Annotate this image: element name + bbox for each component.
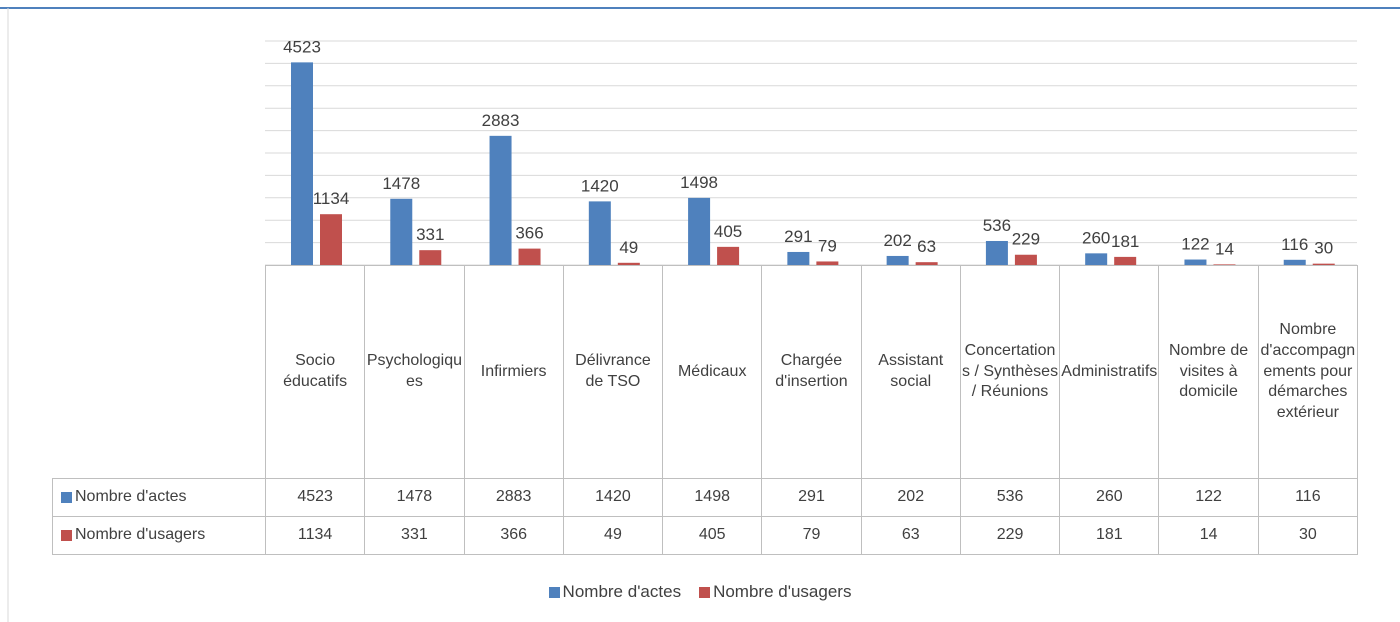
data-label: 366	[515, 224, 543, 243]
category-cell: Socio éducatifs	[265, 265, 366, 479]
data-label: 229	[1012, 230, 1040, 249]
legend-key	[699, 586, 711, 598]
data-label: 49	[619, 238, 638, 257]
bar	[1184, 259, 1207, 265]
table-value: 405	[662, 516, 763, 555]
legend-text: Nombre d'usagers	[713, 582, 852, 601]
bar	[915, 262, 938, 265]
legend-text: Nombre d'actes	[562, 582, 682, 601]
bar	[717, 246, 740, 265]
data-label: 1134	[313, 189, 350, 208]
table-value: 1498	[662, 478, 763, 517]
table-value: 14	[1158, 516, 1259, 555]
bar	[985, 240, 1008, 265]
category-cell: Médicaux	[662, 265, 763, 479]
bar	[419, 250, 442, 265]
table-value: 181	[1059, 516, 1160, 555]
bar	[588, 201, 611, 265]
category-cell: Concertations / Synthèses / Réunions	[959, 265, 1061, 479]
data-label: 1478	[382, 174, 420, 193]
bar	[518, 248, 541, 265]
row-header-text: Nombre d'usagers	[75, 526, 206, 544]
legend-item: Nombre d'actes	[548, 582, 682, 602]
bar	[1312, 263, 1335, 265]
table-value: 1478	[364, 478, 465, 517]
bar	[390, 198, 413, 265]
bar	[816, 261, 839, 265]
legend-key	[61, 530, 72, 541]
data-label: 536	[983, 216, 1011, 235]
bar	[1114, 256, 1137, 265]
table-value: 1134	[265, 516, 366, 555]
legend-item: Nombre d'usagers	[699, 582, 851, 602]
category-cell: Nombre d'accompagnements pour démarches …	[1257, 265, 1358, 479]
data-label: 2883	[482, 111, 520, 130]
category-cell: Infirmiers	[463, 265, 564, 479]
data-label: 116	[1281, 235, 1308, 254]
table-value: 260	[1059, 478, 1160, 517]
bar	[1085, 253, 1108, 265]
table-value: 116	[1257, 478, 1358, 517]
table-value: 202	[860, 478, 961, 517]
data-label: 30	[1314, 239, 1333, 258]
bar	[489, 135, 512, 265]
row-header: Nombre d'actes	[52, 478, 266, 517]
data-label: 1420	[581, 176, 619, 195]
table-value: 366	[463, 516, 564, 555]
table-value: 2883	[463, 478, 564, 517]
row-header-text: Nombre d'actes	[75, 488, 187, 506]
data-label: 63	[917, 237, 936, 256]
table-value: 63	[860, 516, 961, 555]
legend-key	[548, 586, 560, 598]
data-label: 291	[784, 227, 812, 246]
bar	[1014, 254, 1037, 265]
category-cell: Administratifs	[1059, 265, 1160, 479]
category-cell: Délivrance de TSO	[562, 265, 664, 479]
category-cell: Psychologiques	[364, 265, 465, 479]
data-label: 79	[818, 236, 837, 255]
legend: Nombre d'actes Nombre d'usagers	[0, 582, 1400, 602]
category-cell: Assistant social	[860, 265, 961, 479]
table-value: 536	[959, 478, 1061, 517]
data-label: 260	[1082, 228, 1110, 247]
bar	[787, 251, 810, 265]
table-value: 229	[959, 516, 1061, 555]
legend-key	[61, 492, 72, 503]
table-value: 30	[1257, 516, 1358, 555]
table-value: 79	[761, 516, 862, 555]
category-cell: Nombre de visites à domicile	[1158, 265, 1259, 479]
table-value: 331	[364, 516, 465, 555]
data-label: 14	[1215, 239, 1234, 258]
data-label: 122	[1181, 235, 1209, 254]
bar	[1213, 264, 1236, 265]
row-header: Nombre d'usagers	[52, 516, 266, 555]
data-label: 405	[714, 222, 742, 241]
data-label: 202	[883, 231, 911, 250]
table-value: 122	[1158, 478, 1259, 517]
bar	[1283, 259, 1306, 265]
data-label: 1498	[680, 173, 718, 192]
bar	[688, 197, 711, 265]
table-value: 1420	[562, 478, 664, 517]
table-value: 291	[761, 478, 862, 517]
table-value: 49	[562, 516, 664, 555]
bar	[291, 62, 313, 265]
bar	[617, 262, 640, 265]
data-label: 331	[416, 225, 444, 244]
table-value: 4523	[265, 478, 366, 517]
data-label: 4523	[283, 37, 321, 56]
data-label: 181	[1111, 232, 1139, 251]
category-cell: Chargée d'insertion	[761, 265, 862, 479]
bar	[886, 255, 909, 265]
bar	[320, 214, 342, 265]
